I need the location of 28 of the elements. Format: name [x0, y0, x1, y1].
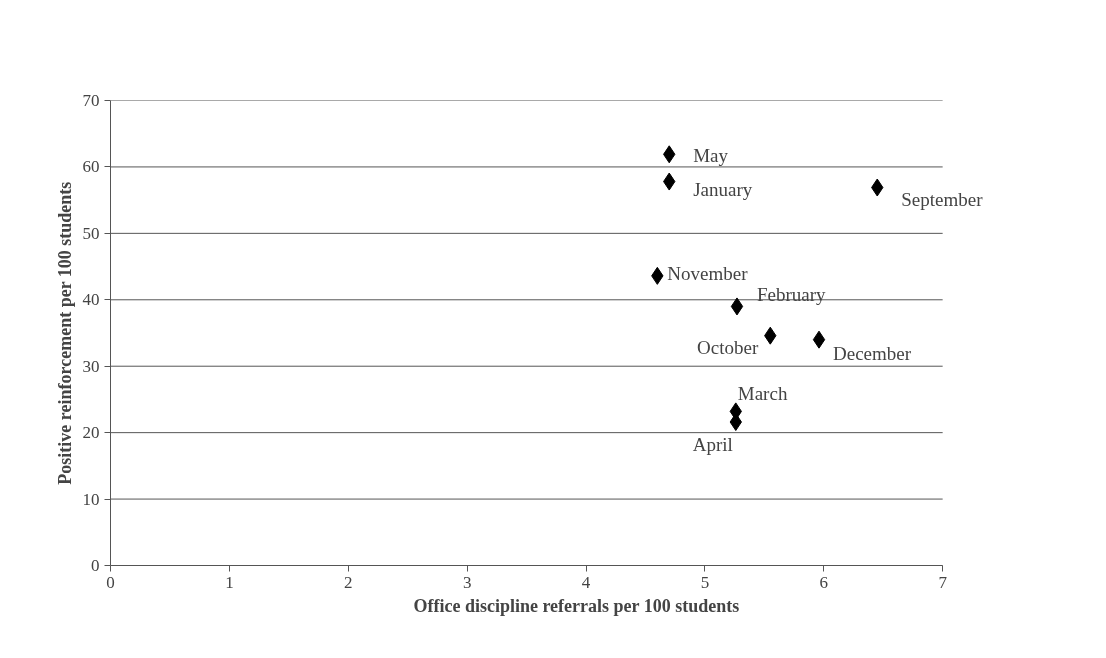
y-tick-label: 0 [91, 556, 100, 575]
annotation: March [737, 382, 788, 404]
x-tick-label: 5 [700, 572, 710, 592]
annotation: September [901, 189, 984, 211]
x-tick-label: 6 [819, 572, 829, 592]
y-tick-label: 60 [82, 157, 100, 177]
annotation: November [667, 263, 749, 285]
annotation: December [833, 343, 912, 365]
y-axis-title: Positive reinforcement per 100 students [54, 181, 75, 485]
y-tick-label: 20 [82, 423, 100, 443]
y-tick-label: 30 [82, 356, 100, 376]
y-tick-label: 40 [82, 290, 100, 310]
annotation: January [693, 179, 753, 201]
x-tick-label: 4 [581, 572, 591, 592]
x-axis-title: Office discipline referrals per 100 students [413, 595, 740, 616]
x-tick-label: 7 [938, 572, 948, 592]
point [812, 330, 826, 349]
annotation: October [697, 337, 759, 359]
point [730, 297, 744, 316]
y-tick-label: 50 [82, 223, 100, 243]
annotation: April [692, 433, 733, 455]
x-tick-label: 3 [462, 572, 472, 592]
annotation: May [693, 144, 729, 166]
y-tick-label: 10 [82, 489, 100, 509]
y-tick-label: 70 [82, 91, 100, 110]
x-tick-label: 2 [344, 572, 353, 592]
x-tick-label: 1 [225, 572, 234, 592]
x-tick-label: 0 [106, 572, 115, 592]
